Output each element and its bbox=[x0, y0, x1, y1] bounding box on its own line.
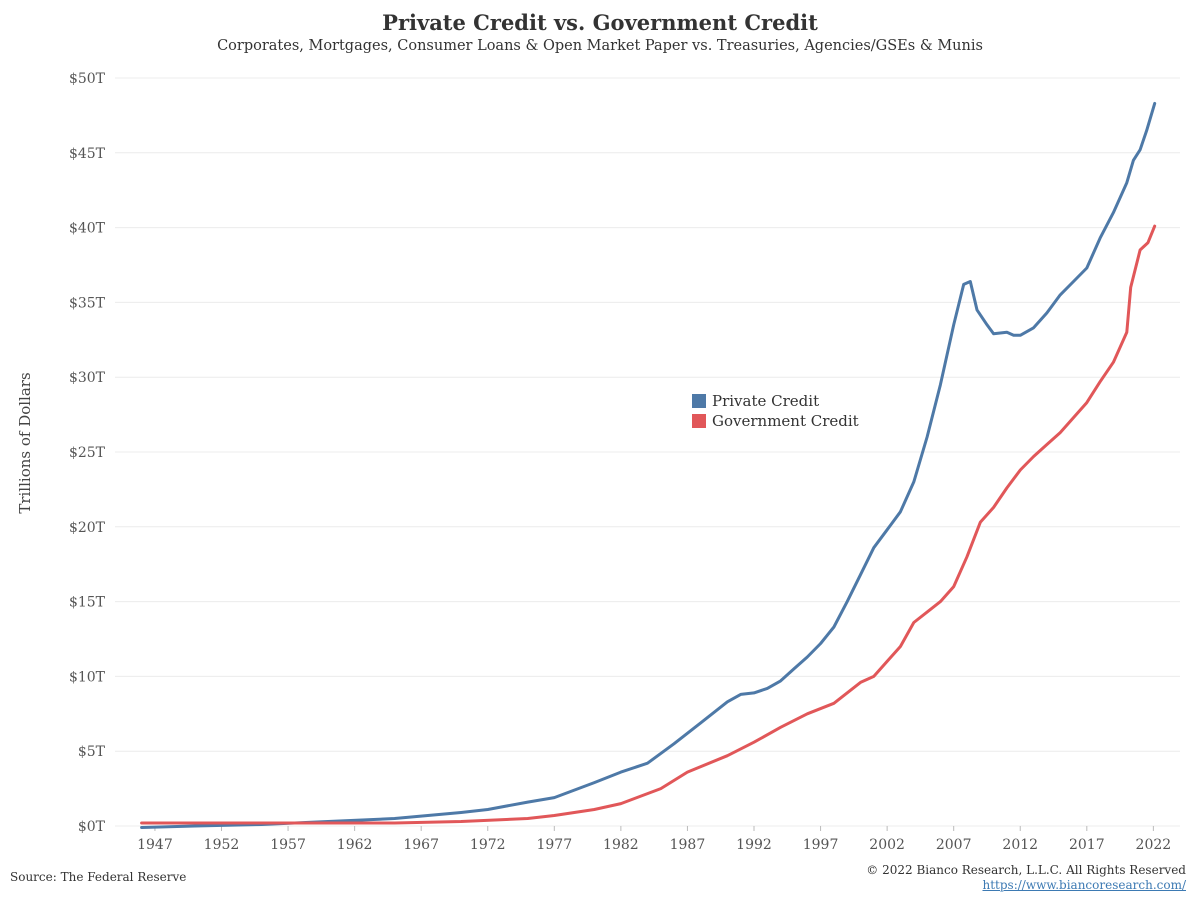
x-tick-label: 1992 bbox=[736, 837, 772, 853]
legend-swatch-government-credit bbox=[692, 414, 706, 428]
x-tick-label: 1967 bbox=[403, 837, 439, 853]
y-tick-label: $15T bbox=[69, 595, 106, 611]
x-tick-label: 1987 bbox=[670, 837, 706, 853]
legend-item-private-credit: Private Credit bbox=[692, 391, 859, 411]
series-line-government-credit bbox=[140, 224, 1157, 825]
x-tick-label: 2007 bbox=[936, 837, 972, 853]
legend-label-private-credit: Private Credit bbox=[712, 392, 820, 410]
legend-swatch-private-credit bbox=[692, 394, 706, 408]
x-tick-label: 1977 bbox=[536, 837, 572, 853]
grid-lines bbox=[115, 77, 1180, 827]
y-axis-label: Trillions of Dollars bbox=[16, 372, 34, 513]
copyright-text: © 2022 Bianco Research, L.L.C. All Right… bbox=[866, 863, 1186, 877]
x-tick-label: 1962 bbox=[337, 837, 373, 853]
x-tick-label: 2012 bbox=[1002, 837, 1038, 853]
legend-item-government-credit: Government Credit bbox=[692, 411, 859, 431]
y-tick-label: $40T bbox=[69, 221, 106, 237]
website-link[interactable]: https://www.biancoresearch.com/ bbox=[982, 878, 1186, 892]
x-tick-label: 1982 bbox=[603, 837, 639, 853]
y-tick-label: $10T bbox=[69, 669, 106, 685]
y-tick-label: $30T bbox=[69, 370, 106, 386]
x-tick-label: 1972 bbox=[470, 837, 506, 853]
x-tick-label: 2022 bbox=[1136, 837, 1172, 853]
copyright-block: © 2022 Bianco Research, L.L.C. All Right… bbox=[866, 863, 1186, 893]
x-tick-label: 2002 bbox=[869, 837, 905, 853]
x-tick-label: 2017 bbox=[1069, 837, 1105, 853]
x-tick-label: 1947 bbox=[137, 837, 173, 853]
chart-subtitle: Corporates, Mortgages, Consumer Loans & … bbox=[217, 38, 983, 54]
y-tick-label: $50T bbox=[69, 71, 106, 87]
legend: Private Credit Government Credit bbox=[692, 391, 859, 431]
legend-label-government-credit: Government Credit bbox=[712, 412, 859, 430]
y-tick-label: $20T bbox=[69, 520, 106, 536]
series-line-private-credit bbox=[140, 101, 1157, 829]
x-tick-label: 1957 bbox=[270, 837, 306, 853]
source-note: Source: The Federal Reserve bbox=[10, 870, 187, 884]
y-tick-label: $5T bbox=[78, 744, 106, 760]
series-lines bbox=[140, 101, 1157, 829]
y-tick-label: $0T bbox=[78, 819, 106, 835]
x-axis: 1947 1952 1957 1962 1967 1972 1977 1982 1987 1992… bbox=[137, 826, 1171, 853]
x-tick-label: 1952 bbox=[204, 837, 240, 853]
y-tick-label: $45T bbox=[69, 146, 106, 162]
y-axis: $0T $5T $10T $15T $20T $25T $30T $35T $40T $45T $5… bbox=[69, 71, 106, 835]
chart-title: Private Credit vs. Government Credit bbox=[382, 10, 818, 35]
y-tick-label: $35T bbox=[69, 295, 106, 311]
y-tick-label: $25T bbox=[69, 445, 106, 461]
x-tick-label: 1997 bbox=[803, 837, 839, 853]
